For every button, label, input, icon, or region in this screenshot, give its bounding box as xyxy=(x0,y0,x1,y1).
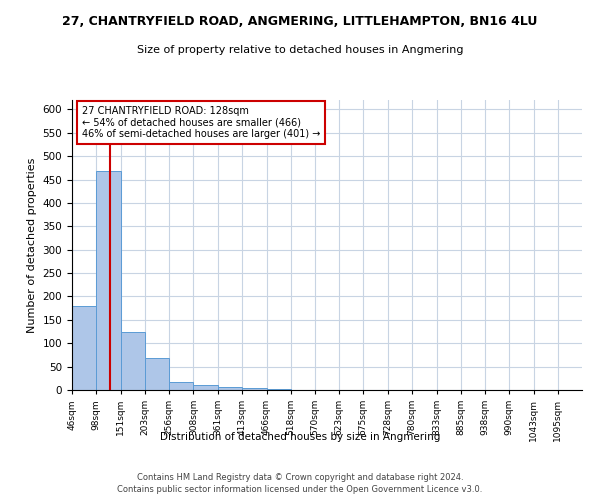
Text: Size of property relative to detached houses in Angmering: Size of property relative to detached ho… xyxy=(137,45,463,55)
Bar xyxy=(96,171,121,390)
Text: Contains HM Land Registry data © Crown copyright and database right 2024.: Contains HM Land Registry data © Crown c… xyxy=(137,472,463,482)
Bar xyxy=(169,382,193,390)
Bar xyxy=(242,388,266,390)
Bar xyxy=(121,332,145,390)
Bar xyxy=(145,358,169,390)
Bar xyxy=(193,386,218,390)
Text: 27 CHANTRYFIELD ROAD: 128sqm
← 54% of detached houses are smaller (466)
46% of s: 27 CHANTRYFIELD ROAD: 128sqm ← 54% of de… xyxy=(82,106,320,139)
Text: 27, CHANTRYFIELD ROAD, ANGMERING, LITTLEHAMPTON, BN16 4LU: 27, CHANTRYFIELD ROAD, ANGMERING, LITTLE… xyxy=(62,15,538,28)
Bar xyxy=(72,306,96,390)
Bar xyxy=(218,386,242,390)
Y-axis label: Number of detached properties: Number of detached properties xyxy=(27,158,37,332)
Text: Contains public sector information licensed under the Open Government Licence v3: Contains public sector information licen… xyxy=(118,485,482,494)
Text: Distribution of detached houses by size in Angmering: Distribution of detached houses by size … xyxy=(160,432,440,442)
Bar xyxy=(266,389,290,390)
